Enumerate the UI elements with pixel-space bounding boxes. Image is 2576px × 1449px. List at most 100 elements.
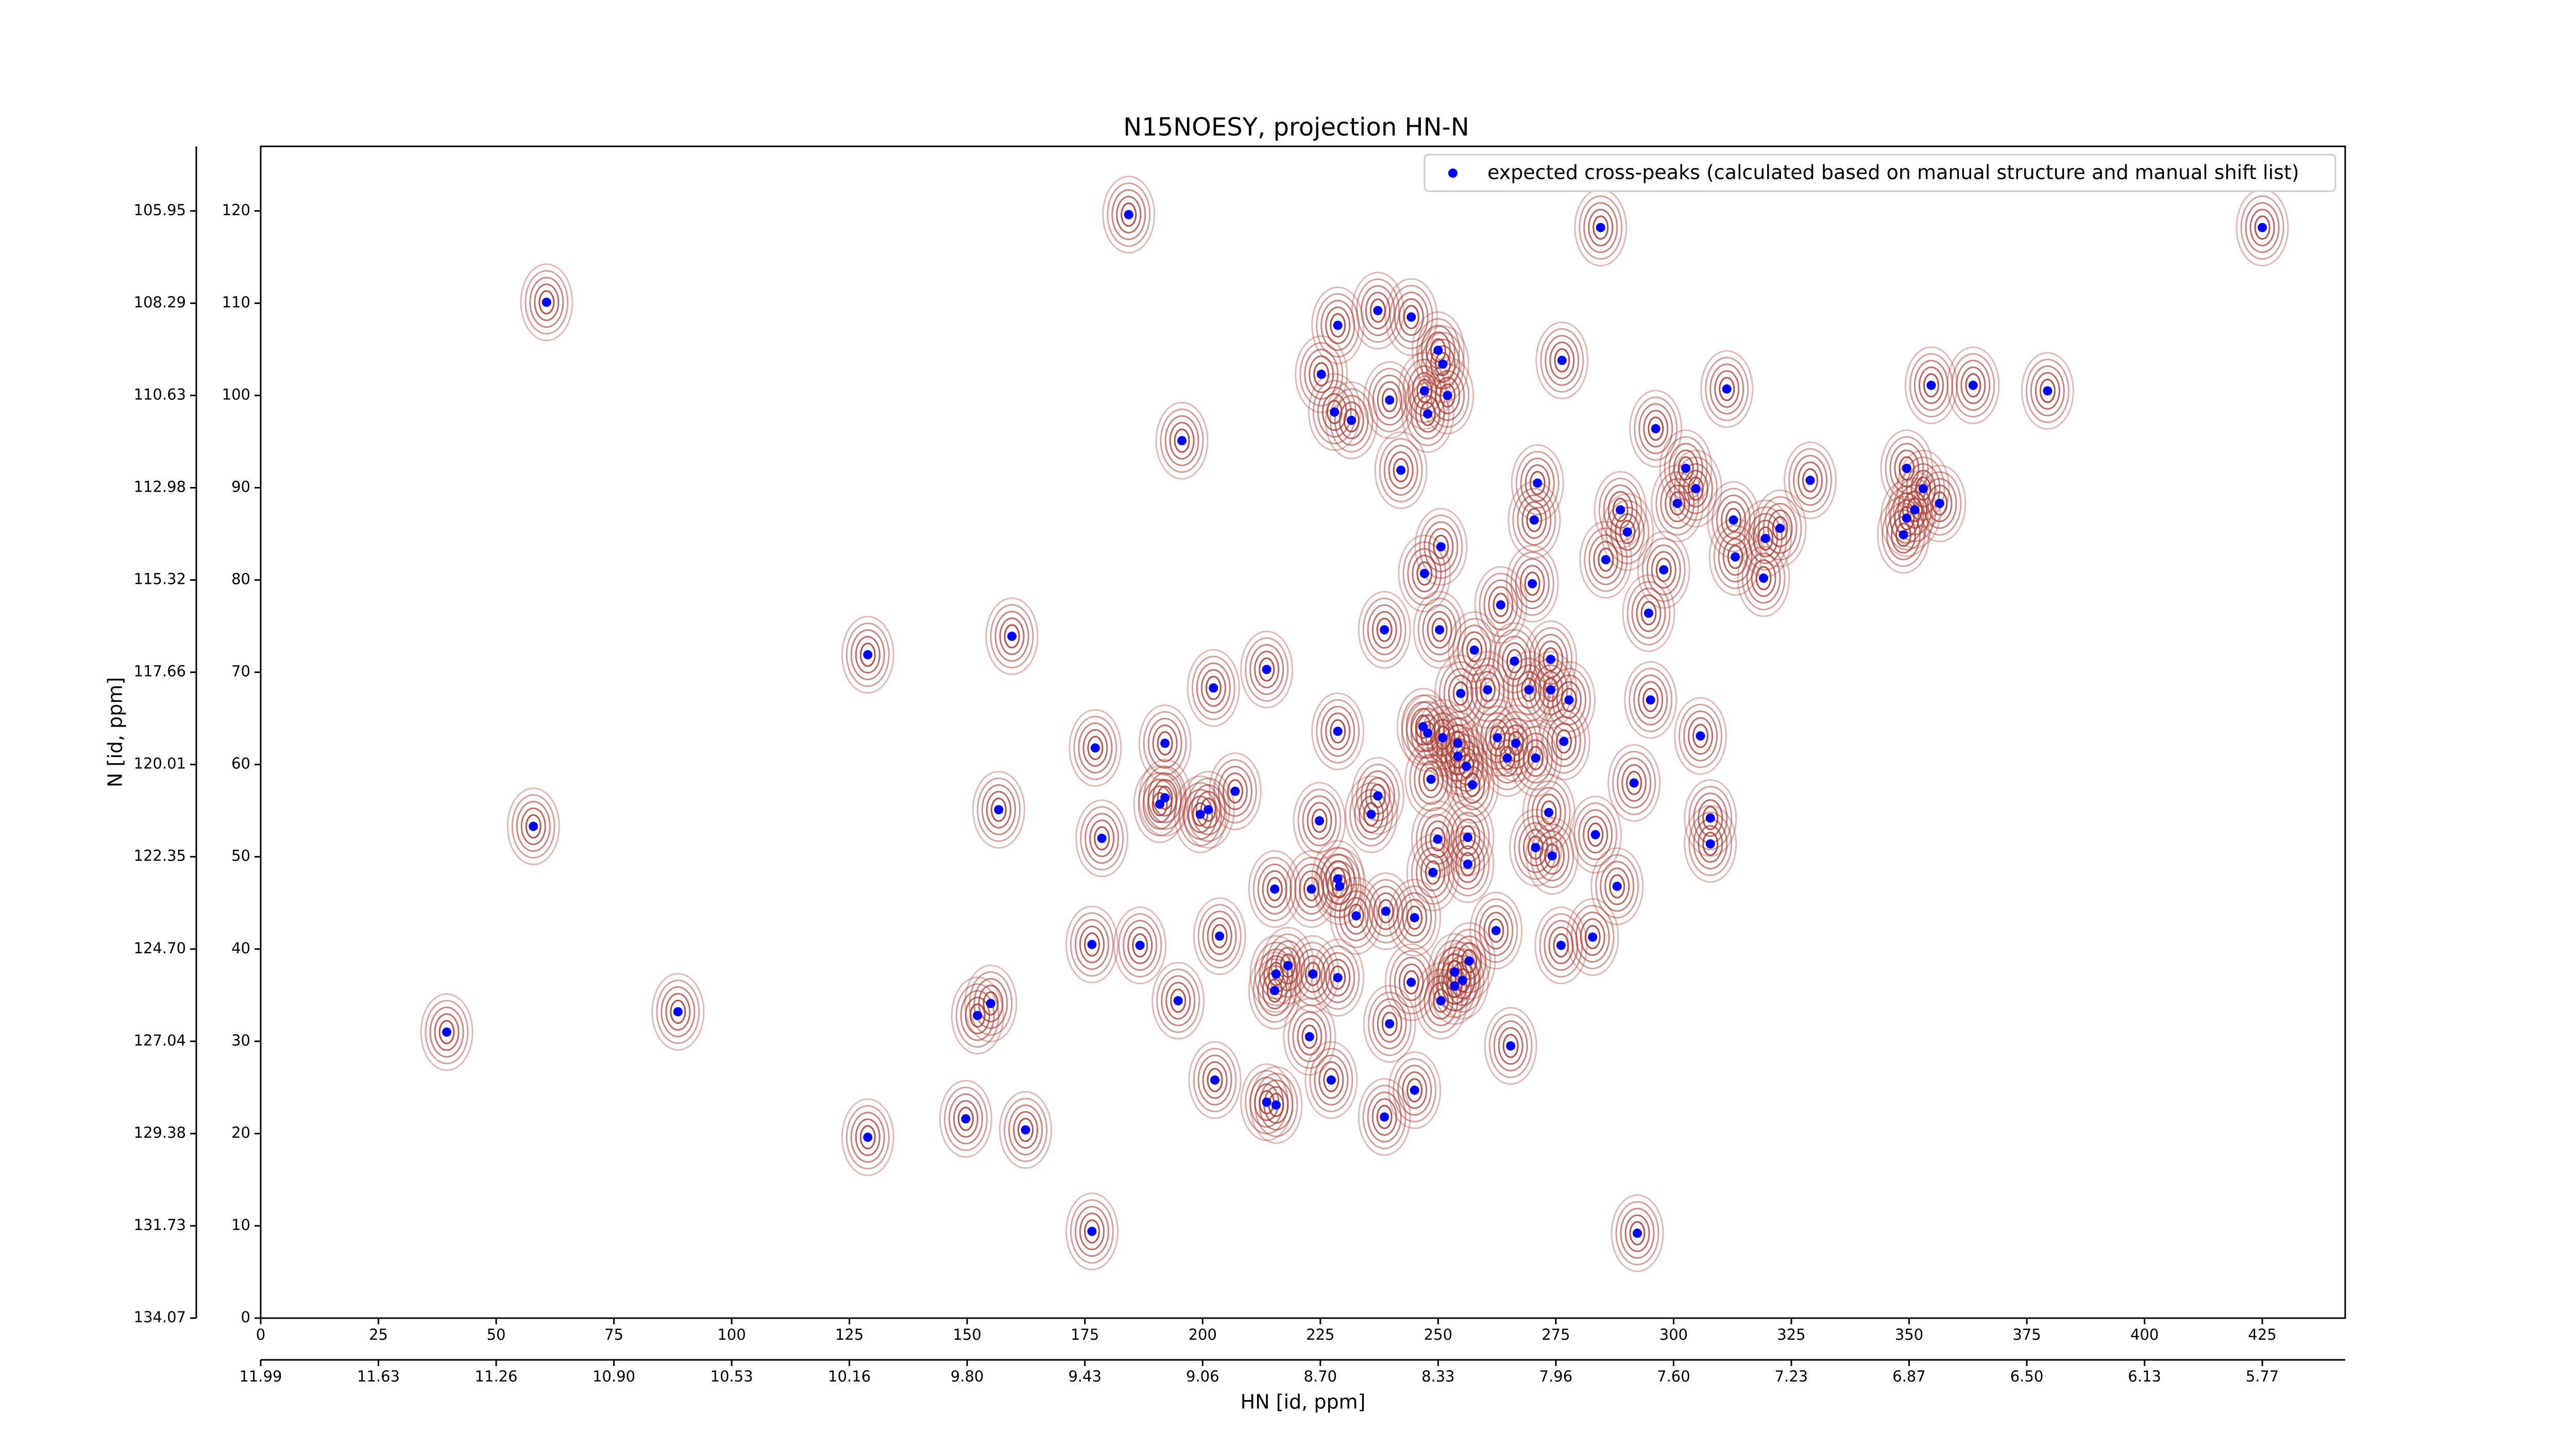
contour (1316, 945, 1360, 1010)
contour (1181, 770, 1235, 849)
contour (1123, 920, 1158, 971)
contour (1111, 189, 1146, 241)
y2-tick-label: 117.66 (134, 663, 186, 680)
contour (1888, 470, 1941, 549)
cross-peak (1968, 380, 1978, 390)
contour (981, 784, 1016, 835)
contour (1579, 520, 1633, 599)
contour (1460, 852, 1476, 877)
cross-peak (1097, 833, 1107, 843)
contour (1394, 291, 1429, 343)
contour (2254, 215, 2270, 240)
contour (1624, 1214, 1650, 1252)
cross-peak (1419, 569, 1429, 579)
contour (1548, 926, 1574, 965)
contour (1348, 903, 1364, 928)
contour (1646, 544, 1681, 596)
cross-peak (1646, 695, 1655, 705)
contour (1743, 506, 1788, 571)
legend-label: expected cross-peaks (calculated based o… (1487, 161, 2299, 184)
contour (1877, 496, 1930, 574)
contour (1304, 962, 1321, 986)
contour (1376, 1105, 1393, 1130)
cross-peak (1333, 874, 1343, 884)
contour (1406, 1078, 1423, 1103)
x2-tick-label: 6.13 (2128, 1368, 2161, 1385)
contour (1428, 982, 1454, 1020)
cross-peak (1271, 1100, 1281, 1110)
cross-peak (1453, 738, 1463, 748)
cross-peak (1021, 1125, 1030, 1135)
contour (1423, 767, 1439, 791)
contour (1533, 634, 1568, 685)
contour (1297, 788, 1342, 853)
contour (1464, 772, 1481, 797)
cross-peak (1380, 1112, 1389, 1122)
contour (1748, 513, 1783, 564)
contour (1359, 795, 1384, 833)
contour (1913, 360, 1948, 411)
cross-peak (1283, 961, 1293, 971)
contour (1543, 647, 1559, 672)
contour (511, 794, 555, 859)
contour (1598, 547, 1614, 572)
contour (1520, 458, 1555, 509)
contour (1202, 911, 1237, 962)
contour (1367, 991, 1412, 1056)
contour (1490, 732, 1525, 784)
contour (1297, 1018, 1323, 1056)
contour (1753, 519, 1778, 558)
contour (1531, 787, 1566, 838)
contour (1626, 581, 1671, 646)
cross-peak (1510, 656, 1519, 666)
cross-peak (973, 1010, 982, 1020)
cross-peak (1469, 645, 1479, 655)
contour (1455, 759, 1490, 811)
cross-peak (1559, 736, 1569, 746)
contour (1524, 571, 1540, 596)
cross-peak (1406, 312, 1416, 322)
contour (1314, 1054, 1349, 1106)
contour (859, 643, 876, 667)
contour (1549, 341, 1575, 379)
contour (1165, 982, 1191, 1020)
x-tick-label: 300 (1659, 1326, 1688, 1343)
contour (1727, 545, 1743, 569)
contour (1931, 491, 1948, 516)
cross-peak (1087, 939, 1097, 949)
contour (943, 1086, 988, 1151)
cross-peak (1902, 463, 1911, 473)
x2-tick-label: 5.77 (2246, 1368, 2279, 1385)
contour (1918, 366, 1944, 405)
cross-peak (1531, 753, 1540, 763)
contour (845, 1105, 890, 1170)
contour (1363, 985, 1416, 1063)
contour (1428, 528, 1454, 566)
contour (1079, 925, 1105, 964)
contour (1573, 802, 1618, 867)
contour (1373, 892, 1399, 930)
x2-tick-label: 10.90 (592, 1368, 635, 1385)
contour (1121, 203, 1137, 227)
contour (1151, 792, 1168, 817)
x-axis-label: HN [id, ppm] (1241, 1391, 1366, 1413)
contour (1551, 722, 1577, 761)
contour (1343, 408, 1360, 433)
contour (434, 1013, 460, 1051)
contour (1439, 727, 1493, 805)
cross-peak (1463, 860, 1472, 869)
contour (670, 1000, 686, 1024)
contour (1169, 422, 1195, 460)
contour (1470, 664, 1505, 716)
contour (1722, 538, 1748, 576)
cross-peak (1935, 498, 1944, 508)
contour (1359, 872, 1413, 950)
contour (1429, 827, 1446, 852)
contour (1510, 551, 1554, 616)
contour (1193, 897, 1246, 975)
contour (1684, 805, 1737, 883)
contour (1678, 463, 1713, 514)
cross-peak (1423, 728, 1433, 738)
x2-tick-label: 11.26 (475, 1368, 518, 1385)
